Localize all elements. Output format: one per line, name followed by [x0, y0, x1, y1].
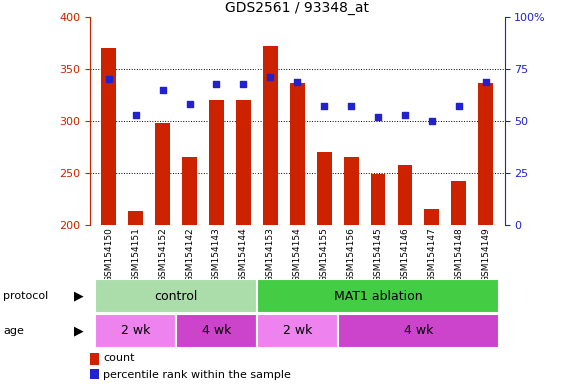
Point [400, 112, 409, 118]
Text: GSM154147: GSM154147 [427, 227, 436, 282]
Text: age: age [3, 326, 24, 336]
Text: protocol: protocol [3, 291, 48, 301]
Bar [257, 314, 338, 348]
Text: GSM154149: GSM154149 [481, 227, 490, 282]
Bar [95, 314, 176, 348]
Point [158, 87, 167, 93]
Bar [397, 164, 412, 225]
Text: GSM154150: GSM154150 [104, 227, 113, 282]
Bar [95, 279, 257, 313]
Bar [182, 157, 197, 225]
Text: 2 wk: 2 wk [282, 324, 312, 337]
Text: GSM154153: GSM154153 [266, 227, 275, 282]
Text: GSM154155: GSM154155 [320, 227, 329, 282]
Text: GSM154142: GSM154142 [185, 227, 194, 282]
Text: control: control [154, 290, 198, 303]
Bar [257, 279, 499, 313]
Point [374, 114, 383, 120]
Point [346, 103, 356, 109]
Text: count: count [103, 353, 135, 363]
Bar [102, 48, 116, 225]
Bar [425, 209, 439, 225]
Text: ▶: ▶ [74, 290, 83, 303]
Point [454, 103, 463, 109]
Text: GSM154154: GSM154154 [293, 227, 302, 282]
Bar [90, 369, 99, 379]
Point [212, 81, 221, 87]
Bar [90, 353, 99, 364]
Bar [155, 123, 170, 225]
Point [320, 103, 329, 109]
Text: GSM154144: GSM154144 [239, 227, 248, 282]
Text: ▶: ▶ [74, 324, 83, 337]
Text: GSM154146: GSM154146 [400, 227, 409, 282]
Bar [209, 100, 224, 225]
Point [104, 76, 114, 83]
Point [266, 74, 275, 81]
Title: GDS2561 / 93348_at: GDS2561 / 93348_at [225, 1, 369, 15]
Text: percentile rank within the sample: percentile rank within the sample [103, 370, 291, 380]
Bar [451, 181, 466, 225]
Bar [236, 100, 251, 225]
Point [185, 101, 194, 108]
Bar [176, 314, 257, 348]
Text: MAT1 ablation: MAT1 ablation [334, 290, 422, 303]
Bar [317, 152, 332, 225]
Bar [344, 157, 358, 225]
Bar [338, 314, 499, 348]
Text: 4 wk: 4 wk [202, 324, 231, 337]
Text: GSM154145: GSM154145 [374, 227, 383, 282]
Text: GSM154151: GSM154151 [131, 227, 140, 282]
Point [131, 112, 140, 118]
Text: GSM154148: GSM154148 [454, 227, 463, 282]
Text: 2 wk: 2 wk [121, 324, 150, 337]
Point [481, 78, 491, 84]
Text: GSM154143: GSM154143 [212, 227, 221, 282]
Bar [128, 211, 143, 225]
Point [427, 118, 437, 124]
Point [292, 78, 302, 84]
Text: 4 wk: 4 wk [404, 324, 433, 337]
Text: GSM154156: GSM154156 [347, 227, 356, 282]
Bar [371, 174, 386, 225]
Bar [290, 83, 304, 225]
Bar [263, 46, 278, 225]
Text: GSM154152: GSM154152 [158, 227, 167, 282]
Bar [478, 83, 493, 225]
Point [239, 81, 248, 87]
